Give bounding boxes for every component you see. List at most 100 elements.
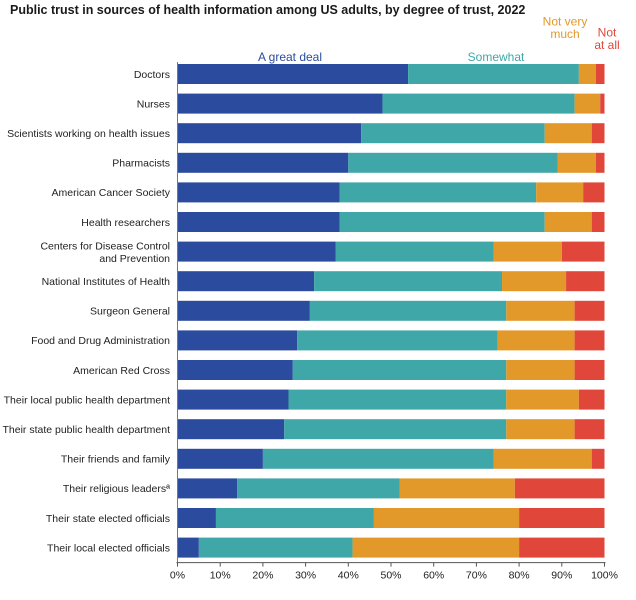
bar-segment [493, 241, 562, 262]
category-label: Food and Drug Administration [31, 335, 170, 347]
bar-segment [292, 360, 507, 380]
bar-segment [519, 537, 605, 558]
bar-segment [373, 508, 520, 528]
bar-segment [506, 389, 579, 410]
bar-segment [177, 182, 340, 203]
bar-segment [561, 241, 605, 262]
bar-segment [574, 419, 605, 440]
bar-segment [177, 389, 289, 410]
x-tick-label: 0% [170, 570, 185, 582]
bar-segment [574, 93, 601, 114]
bar-segment [382, 93, 575, 114]
category-label: Pharmacists [112, 158, 170, 170]
bar-segment [595, 152, 605, 173]
category-label: Centers for Disease Control and Preventio… [40, 240, 170, 264]
category-label: Health researchers [81, 217, 170, 229]
bar-segment [514, 478, 605, 499]
bar-segment [506, 360, 575, 380]
bar-segment [557, 152, 596, 173]
bar-segment [361, 123, 545, 144]
x-tick-label: 90% [551, 570, 572, 582]
bar-segment [591, 212, 605, 232]
bar-segment [591, 448, 605, 469]
bar-segment [198, 537, 353, 558]
category-label: Their local public health department [4, 394, 170, 406]
category-label: Doctors [134, 69, 170, 81]
bar-segment [177, 330, 298, 351]
bar-segment [177, 478, 238, 499]
chart-title: Public trust in sources of health inform… [10, 3, 526, 17]
bar-segment [177, 212, 340, 232]
bar-segment [177, 300, 310, 321]
bar-segment [177, 508, 216, 528]
bar-segment [284, 419, 507, 440]
category-label: Scientists working on health issues [7, 128, 170, 140]
bar-segment [177, 93, 383, 114]
bar-segment [288, 389, 507, 410]
category-label: Nurses [137, 98, 170, 110]
legend-item: Not at all [594, 26, 619, 53]
bar-segment [519, 508, 605, 528]
bar-segment [297, 330, 498, 351]
x-tick-label: 60% [423, 570, 444, 582]
bar-segment [177, 152, 349, 173]
x-tick-label: 40% [338, 570, 359, 582]
legend-item: A great deal [258, 50, 322, 64]
x-tick-label: 20% [252, 570, 273, 582]
bar-segment [574, 300, 605, 321]
x-tick-label: 70% [466, 570, 487, 582]
category-label: Their local elected officials [47, 542, 170, 554]
x-tick-label: 100% [591, 570, 618, 582]
bar-segment [583, 182, 605, 203]
bar-segment [536, 182, 584, 203]
bar-segment [177, 448, 263, 469]
bar-segment [600, 93, 605, 114]
bar-segment [399, 478, 515, 499]
bar-segment [595, 64, 605, 84]
bar-segment [339, 212, 545, 232]
x-tick-label: 80% [509, 570, 530, 582]
x-tick-label: 30% [295, 570, 316, 582]
bar-segment [591, 123, 605, 144]
bar-segment [578, 389, 605, 410]
bar-segment [177, 360, 293, 380]
bar-segment [177, 64, 409, 84]
bar-segment [177, 419, 285, 440]
bar-segment [506, 300, 575, 321]
category-label: National Institutes of Health [42, 276, 171, 288]
category-label: Surgeon General [90, 306, 170, 318]
bar-segment [574, 360, 605, 380]
legend-item: Not very much [543, 15, 588, 42]
category-label: American Cancer Society [52, 187, 171, 199]
bar-segment [309, 300, 507, 321]
bar-segment [544, 123, 592, 144]
bar-segment [502, 271, 567, 292]
bar-segment [574, 330, 605, 351]
bar-segment [314, 271, 503, 292]
bar-segment [177, 123, 362, 144]
bar-segment [335, 241, 494, 262]
bar-segment [408, 64, 579, 84]
x-tick-label: 50% [380, 570, 401, 582]
category-label: Their religious leadersª [63, 483, 170, 495]
category-label: Their friends and family [61, 454, 171, 466]
x-tick-label: 10% [210, 570, 231, 582]
bar-segment [352, 537, 520, 558]
bar-segment [506, 419, 575, 440]
bar-segment [578, 64, 596, 84]
bar-segment [497, 330, 575, 351]
category-label: Their state elected officials [46, 513, 170, 525]
bar-segment [177, 241, 336, 262]
bar-segment [348, 152, 558, 173]
legend-item: Somewhat [468, 50, 525, 64]
bar-segment [493, 448, 592, 469]
bar-segment [177, 537, 199, 558]
category-label: Their state public health department [2, 424, 170, 436]
bar-segment [566, 271, 605, 292]
category-label: American Red Cross [73, 365, 170, 377]
bar-segment [215, 508, 374, 528]
bar-segment [262, 448, 494, 469]
bar-segment [544, 212, 592, 232]
bar-segment [237, 478, 400, 499]
